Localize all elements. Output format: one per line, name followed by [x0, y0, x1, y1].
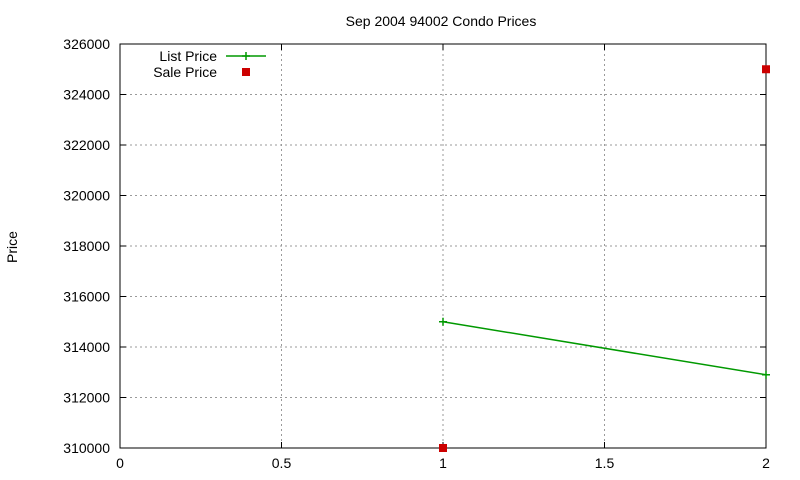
legend-label: List Price: [159, 48, 217, 64]
x-tick-label: 2: [762, 455, 770, 471]
y-tick-label: 324000: [63, 87, 110, 103]
series-line: [442, 321, 767, 376]
y-tick-label: 322000: [63, 137, 110, 153]
y-tick-label: 316000: [63, 289, 110, 305]
data-point: [439, 317, 447, 326]
legend-marker: [242, 52, 250, 60]
y-tick-label: 310000: [63, 440, 110, 456]
y-tick-label: 312000: [63, 390, 110, 406]
legend-marker: [242, 68, 250, 76]
series-1: [439, 65, 770, 452]
x-tick-label: 1: [439, 455, 447, 471]
series-0: [439, 317, 770, 379]
y-tick-label: 326000: [63, 36, 110, 52]
data-point: [439, 444, 447, 452]
chart-title: Sep 2004 94002 Condo Prices: [346, 13, 537, 29]
x-tick-label: 0: [116, 455, 124, 471]
series-layer: [439, 65, 770, 452]
y-axis-label: Price: [4, 231, 20, 263]
y-tick-label: 320000: [63, 188, 110, 204]
x-tick-label: 0.5: [272, 455, 292, 471]
axis-ticks: 0 0.5 1 1.5 2 310000 312000 314000 316000 318000 3…: [63, 36, 770, 471]
x-tick-label: 1.5: [595, 455, 615, 471]
legend-label: Sale Price: [153, 64, 217, 80]
grid: [120, 44, 766, 448]
data-point: [762, 370, 770, 379]
data-point: [762, 65, 770, 74]
y-tick-label: 314000: [63, 339, 110, 355]
y-tick-label: 318000: [63, 238, 110, 254]
